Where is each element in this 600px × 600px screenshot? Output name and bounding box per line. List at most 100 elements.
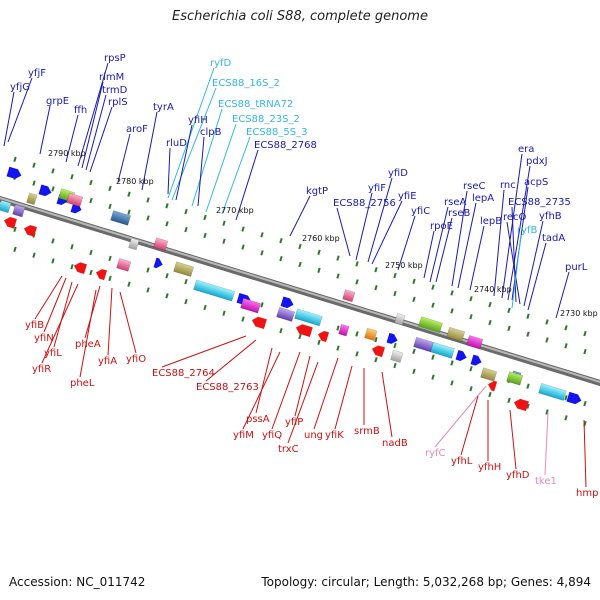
gene-label-grpe[interactable]: grpE bbox=[46, 96, 69, 107]
reverse-gene-arrow[interactable] bbox=[95, 268, 108, 281]
reverse-gene-arrow[interactable] bbox=[487, 379, 498, 392]
reverse-gene-arrow[interactable] bbox=[23, 224, 37, 237]
gene-label-ryfb[interactable]: ryfB bbox=[517, 225, 538, 236]
gene-label-ecs88-2735[interactable]: ECS88_2735 bbox=[508, 197, 571, 208]
gene-block[interactable] bbox=[390, 349, 404, 363]
gene-block[interactable] bbox=[12, 204, 26, 218]
gene-label-yfid[interactable]: yfiD bbox=[388, 168, 408, 179]
gene-label-ecs88-2768[interactable]: ECS88_2768 bbox=[254, 140, 317, 151]
gene-label-ecs88-23s-2[interactable]: ECS88_23S_2 bbox=[232, 114, 300, 125]
gene-label-rsea[interactable]: rseA bbox=[444, 197, 466, 208]
gene-label-arof[interactable]: aroF bbox=[126, 124, 148, 135]
gene-label-yfiq[interactable]: yfiQ bbox=[262, 430, 282, 441]
gene-label-era[interactable]: era bbox=[518, 144, 534, 155]
gene-label-reco[interactable]: recO bbox=[503, 212, 527, 223]
gene-label-rpls[interactable]: rplS bbox=[108, 97, 128, 108]
gene-label-yfin[interactable]: yfiN bbox=[34, 333, 54, 344]
gene-label-yfil[interactable]: yfiL bbox=[44, 348, 62, 359]
gene-label-ecs88-2756[interactable]: ECS88_2756 bbox=[333, 198, 396, 209]
gene-label-rpoe[interactable]: rpoE bbox=[430, 221, 453, 232]
gene-block[interactable] bbox=[173, 261, 194, 277]
gene-block[interactable] bbox=[466, 335, 484, 350]
forward-gene-arrow[interactable] bbox=[280, 296, 295, 309]
gene-block[interactable] bbox=[294, 308, 323, 327]
gene-block[interactable] bbox=[413, 336, 434, 353]
forward-gene-arrow[interactable] bbox=[566, 391, 583, 406]
gene-label-ung[interactable]: ung bbox=[304, 430, 323, 441]
gene-block[interactable] bbox=[110, 210, 131, 226]
gene-label-yfhd[interactable]: yfhD bbox=[506, 470, 530, 481]
reverse-gene-arrow[interactable] bbox=[513, 397, 529, 412]
gene-block[interactable] bbox=[276, 306, 296, 322]
gene-block[interactable] bbox=[506, 371, 524, 386]
gene-label-ecs88-2763[interactable]: ECS88_2763 bbox=[196, 382, 259, 393]
gene-block[interactable] bbox=[128, 237, 140, 251]
gene-label-ffh[interactable]: ffh bbox=[74, 105, 87, 116]
gene-label-yfip[interactable]: yfiP bbox=[285, 417, 303, 428]
forward-gene-arrow[interactable] bbox=[153, 257, 165, 270]
gene-label-pssa[interactable]: pssA bbox=[246, 414, 270, 425]
gene-block[interactable] bbox=[394, 313, 406, 326]
gene-block[interactable] bbox=[153, 237, 169, 252]
forward-gene-arrow[interactable] bbox=[455, 349, 468, 362]
gene-label-yfih[interactable]: yfiH bbox=[188, 115, 208, 126]
reverse-gene-arrow[interactable] bbox=[317, 329, 330, 342]
gene-label-yfjg[interactable]: yfjG bbox=[10, 82, 30, 93]
gene-label-yfie[interactable]: yfiE bbox=[398, 191, 417, 202]
gene-label-purl[interactable]: purL bbox=[565, 262, 588, 273]
gene-label-trmd[interactable]: trmD bbox=[102, 85, 128, 96]
gene-block[interactable] bbox=[430, 342, 455, 359]
gene-block[interactable] bbox=[0, 199, 12, 214]
gene-label-lepa[interactable]: lepA bbox=[472, 193, 494, 204]
gene-block[interactable] bbox=[480, 367, 498, 382]
gene-label-rseb[interactable]: rseB bbox=[448, 208, 470, 219]
gene-block[interactable] bbox=[240, 297, 261, 314]
gene-label-yfia[interactable]: yfiA bbox=[98, 356, 117, 367]
gene-block[interactable] bbox=[418, 316, 443, 333]
gene-block[interactable] bbox=[66, 192, 84, 208]
gene-label-tada[interactable]: tadA bbox=[542, 233, 565, 244]
gene-block[interactable] bbox=[446, 326, 466, 342]
forward-gene-arrow[interactable] bbox=[6, 166, 23, 181]
gene-label-yfic[interactable]: yfiC bbox=[411, 206, 430, 217]
forward-gene-arrow[interactable] bbox=[470, 354, 483, 367]
gene-label-pdxj[interactable]: pdxJ bbox=[526, 156, 548, 167]
gene-label-rimm[interactable]: rimM bbox=[99, 72, 124, 83]
gene-label-ecs88-5s-3[interactable]: ECS88_5S_3 bbox=[246, 127, 307, 138]
reverse-gene-arrow[interactable] bbox=[371, 344, 385, 358]
gene-label-yfim[interactable]: yfiM bbox=[233, 430, 254, 441]
gene-label-yfib[interactable]: yfiB bbox=[25, 320, 44, 331]
gene-block[interactable] bbox=[342, 289, 356, 303]
gene-block[interactable] bbox=[116, 258, 132, 272]
reverse-gene-arrow[interactable] bbox=[73, 261, 87, 274]
gene-label-phel[interactable]: pheL bbox=[70, 378, 95, 389]
gene-label-rpsp[interactable]: rpsP bbox=[104, 53, 126, 64]
gene-label-yfir[interactable]: yfiR bbox=[32, 364, 51, 375]
gene-label-lepb[interactable]: lepB bbox=[480, 216, 502, 227]
gene-block[interactable] bbox=[538, 383, 567, 401]
gene-label-yfhh[interactable]: yfhH bbox=[478, 462, 501, 473]
gene-label-tyra[interactable]: tyrA bbox=[153, 102, 174, 113]
gene-block[interactable] bbox=[193, 279, 236, 302]
gene-label-yfif[interactable]: yfiF bbox=[368, 183, 386, 194]
gene-label-nadb[interactable]: nadB bbox=[382, 438, 408, 449]
gene-label-srmb[interactable]: srmB bbox=[354, 426, 380, 437]
gene-label-yfjf[interactable]: yfjF bbox=[28, 68, 46, 79]
gene-label-rsec[interactable]: rseC bbox=[463, 181, 485, 192]
gene-label-yfhl[interactable]: yfhL bbox=[451, 456, 473, 467]
gene-label-ryfc[interactable]: ryfC bbox=[425, 448, 446, 459]
gene-block[interactable] bbox=[338, 323, 350, 337]
gene-label-yfio[interactable]: yfiO bbox=[126, 354, 146, 365]
gene-label-rnc[interactable]: rnc bbox=[500, 180, 516, 191]
gene-label-yfik[interactable]: yfiK bbox=[325, 430, 344, 441]
gene-label-ecs88-16s-2[interactable]: ECS88_16S_2 bbox=[212, 78, 280, 89]
gene-label-hmp[interactable]: hmp bbox=[576, 488, 598, 499]
gene-block[interactable] bbox=[26, 192, 38, 206]
gene-label-ecs88-2764[interactable]: ECS88_2764 bbox=[152, 368, 215, 379]
gene-label-rlud[interactable]: rluD bbox=[166, 138, 187, 149]
gene-label-acps[interactable]: acpS bbox=[524, 177, 548, 188]
forward-gene-arrow[interactable] bbox=[386, 332, 399, 345]
gene-label-clpb[interactable]: clpB bbox=[200, 127, 222, 138]
gene-label-ecs88-trna72[interactable]: ECS88_tRNA72 bbox=[218, 99, 293, 110]
gene-label-tke1[interactable]: tke1 bbox=[535, 476, 557, 487]
